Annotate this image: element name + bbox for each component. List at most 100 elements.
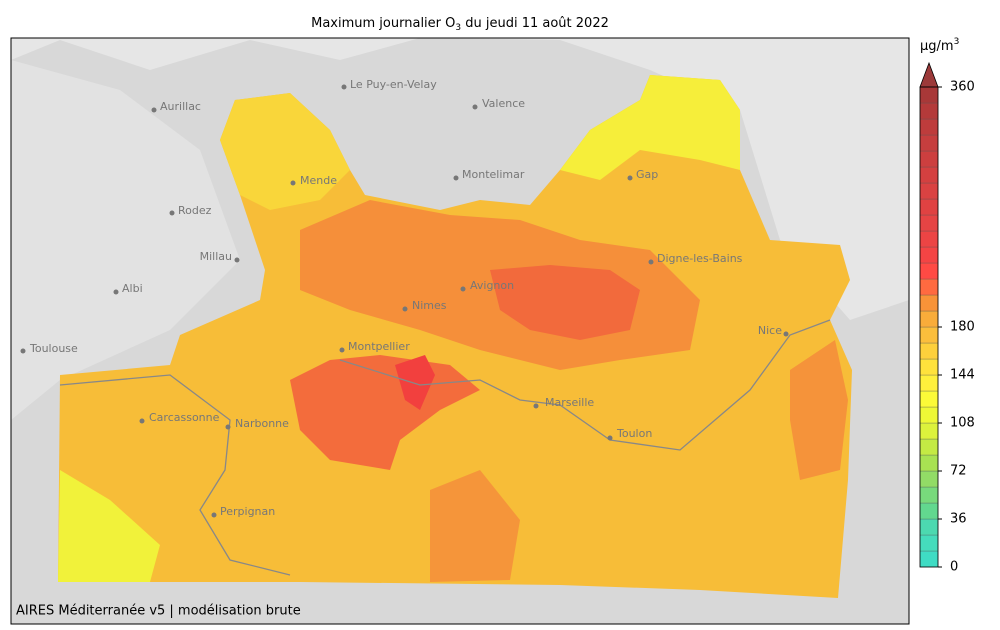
city-dot	[20, 348, 26, 354]
colorbar-band	[919, 534, 939, 552]
colorbar-band	[919, 198, 939, 216]
ozone-zone	[430, 470, 520, 582]
ozone-zone	[395, 355, 435, 410]
colorbar-extension	[919, 61, 939, 88]
ozone-zone	[58, 470, 160, 582]
colorbar-band	[919, 86, 939, 104]
city-label: Nice	[758, 324, 782, 337]
city-dot	[460, 286, 466, 292]
city-label: Montelimar	[462, 168, 525, 181]
city-label: Rodez	[178, 204, 212, 217]
city-dot	[113, 289, 119, 295]
city-dot	[169, 210, 175, 216]
colorbar-band	[919, 118, 939, 136]
colorbar-tick-label: 144	[950, 368, 975, 383]
colorbar-band	[919, 166, 939, 184]
city-dot	[339, 347, 345, 353]
city-label: Albi	[122, 282, 143, 295]
city-dot	[607, 435, 613, 441]
city-label: Montpellier	[348, 340, 410, 353]
city-label: Nimes	[412, 299, 447, 312]
colorbar-tick-label: 360	[950, 80, 975, 95]
city-label: Valence	[482, 97, 525, 110]
colorbar-band	[919, 486, 939, 504]
title-text: Maximum journalier O	[311, 16, 455, 31]
city-label: Carcassonne	[149, 411, 220, 424]
colorbar-tick-label: 108	[950, 416, 975, 431]
colorbar-band	[919, 470, 939, 488]
colorbar: 0 36 72 108 144 180 360	[919, 61, 975, 575]
colorbar-band	[919, 374, 939, 392]
title-text: du jeudi 11 août 2022	[461, 16, 609, 31]
unit-superscript: 3	[954, 37, 960, 47]
map-title: Maximum journalier O3 du jeudi 11 août 2…	[311, 16, 609, 33]
city-labels: Le Puy-en-Velay Aurillac Valence Mende M…	[29, 78, 782, 518]
city-dot	[402, 306, 408, 312]
unit-text: µg/m	[920, 39, 954, 54]
city-label: Perpignan	[220, 505, 275, 518]
city-label: Aurillac	[160, 100, 201, 113]
colorbar-tick-label: 0	[950, 560, 958, 575]
city-label: Mende	[300, 174, 337, 187]
colorbar-tick-label: 36	[950, 512, 967, 527]
city-dot	[341, 84, 347, 90]
colorbar-band	[919, 422, 939, 440]
colorbar-band	[919, 390, 939, 408]
colorbar-band	[919, 182, 939, 200]
city-dot	[627, 175, 633, 181]
coastline-border	[59, 319, 831, 576]
colorbar-band	[919, 150, 939, 168]
relief	[11, 38, 909, 320]
city-label: Avignon	[470, 279, 514, 292]
colorbar-band	[919, 518, 939, 536]
city-dot	[211, 512, 217, 518]
city-dot	[234, 257, 240, 263]
colorbar-band	[919, 214, 939, 232]
city-dot	[151, 107, 157, 113]
ozone-zone	[560, 75, 740, 180]
colorbar-band	[919, 134, 939, 152]
city-label: Millau	[200, 250, 232, 263]
map-frame	[10, 37, 910, 625]
colorbar-band	[919, 358, 939, 376]
city-markers	[20, 84, 789, 518]
colorbar-band	[919, 406, 939, 424]
colorbar-band	[919, 342, 939, 360]
colorbar-band	[919, 438, 939, 456]
city-label: Marseille	[545, 396, 594, 409]
map: Le Puy-en-Velay Aurillac Valence Mende M…	[10, 37, 910, 625]
colorbar-band	[919, 230, 939, 248]
colorbar-tick-label: 72	[950, 464, 967, 479]
colorbar-band	[919, 262, 939, 280]
city-dot	[472, 104, 478, 110]
colorbar-band	[919, 246, 939, 264]
ozone-zone	[790, 340, 848, 480]
colorbar-band	[919, 294, 939, 312]
city-dot	[453, 175, 459, 181]
colorbar-band	[919, 278, 939, 296]
colorbar-band	[919, 550, 939, 568]
colorbar-band	[919, 310, 939, 328]
ozone-zone	[220, 93, 350, 210]
city-dot	[783, 331, 789, 337]
colorbar-band	[919, 326, 939, 344]
city-label: Gap	[636, 168, 658, 181]
city-dot	[225, 424, 231, 430]
city-label: Toulouse	[29, 342, 78, 355]
title-subscript: 3	[455, 23, 461, 33]
colorbar-tick-label: 180	[950, 320, 975, 335]
city-dot	[139, 418, 145, 424]
city-dot	[533, 403, 539, 409]
city-label: Le Puy-en-Velay	[350, 78, 437, 91]
city-dot	[648, 259, 654, 265]
colorbar-unit: µg/m3	[920, 37, 959, 54]
city-label: Digne-les-Bains	[657, 252, 743, 265]
city-dot	[290, 180, 296, 186]
colorbar-band	[919, 454, 939, 472]
ozone-zone	[490, 265, 640, 340]
city-label: Narbonne	[235, 417, 289, 430]
city-label: Toulon	[616, 427, 652, 440]
colorbar-band	[919, 502, 939, 520]
